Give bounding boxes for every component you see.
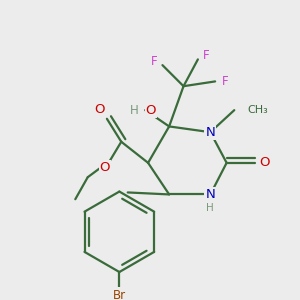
Text: N: N bbox=[206, 126, 215, 139]
Text: H: H bbox=[206, 203, 214, 213]
Text: F: F bbox=[203, 49, 210, 62]
Text: O: O bbox=[146, 103, 156, 117]
Text: Br: Br bbox=[113, 289, 126, 300]
Text: O: O bbox=[260, 156, 270, 169]
Text: N: N bbox=[206, 188, 215, 201]
Text: CH₃: CH₃ bbox=[248, 105, 268, 115]
Text: O: O bbox=[100, 161, 110, 174]
Text: O: O bbox=[94, 103, 104, 116]
Text: H: H bbox=[130, 103, 139, 117]
Text: F: F bbox=[151, 55, 157, 68]
Text: F: F bbox=[221, 75, 228, 88]
